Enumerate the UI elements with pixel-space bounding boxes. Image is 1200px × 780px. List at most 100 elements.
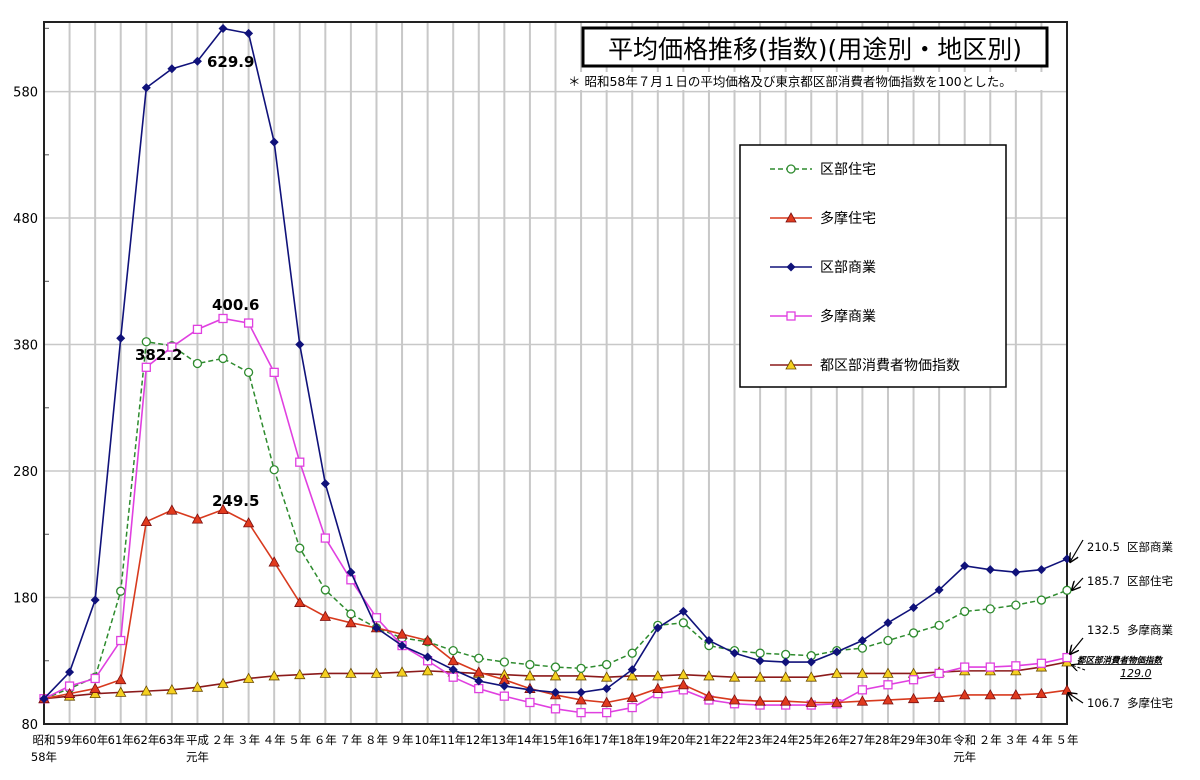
data-point-circle bbox=[295, 543, 305, 553]
data-point-square bbox=[1036, 658, 1047, 668]
chart-title: 平均価格推移(指数)(用途別・地区別) bbox=[608, 35, 1022, 64]
x-tick-label: 22年 bbox=[721, 733, 747, 747]
data-point-square bbox=[269, 367, 279, 378]
data-point-circle bbox=[883, 635, 893, 646]
data-point-triangle bbox=[652, 670, 664, 681]
data-point-triangle bbox=[191, 513, 204, 524]
data-point-circle bbox=[525, 659, 535, 670]
x-tick-label: 18年 bbox=[619, 733, 645, 747]
data-point-square bbox=[525, 697, 535, 708]
x-tick-label-line2: 元年 bbox=[953, 750, 976, 764]
data-point-square bbox=[857, 685, 868, 695]
data-point-triangle bbox=[652, 682, 664, 693]
data-point-triangle bbox=[140, 515, 152, 527]
data-point-triangle bbox=[754, 671, 766, 682]
x-tick-label: 24年 bbox=[773, 733, 799, 747]
end-label-name: 多摩商業 bbox=[1127, 623, 1173, 637]
x-tick-label: ５年 bbox=[1056, 733, 1079, 747]
data-point-triangle bbox=[831, 667, 843, 678]
data-point-circle bbox=[1036, 595, 1047, 605]
data-point-triangle bbox=[1061, 684, 1073, 695]
data-point-circle bbox=[985, 604, 995, 614]
end-label-arrow bbox=[1070, 539, 1084, 562]
data-point-circle bbox=[550, 662, 561, 672]
data-point-triangle bbox=[1010, 689, 1022, 700]
data-point-circle bbox=[116, 586, 126, 596]
data-point-diamond bbox=[755, 656, 765, 666]
data-point-triangle bbox=[396, 666, 408, 677]
data-point-circle bbox=[934, 620, 944, 630]
data-point-diamond bbox=[295, 340, 305, 350]
subtitle-bg bbox=[566, 72, 1054, 90]
data-point-triangle bbox=[703, 690, 715, 701]
data-point-circle bbox=[781, 649, 791, 660]
cpi-end-label-name: 都区部消費者物価指数 bbox=[1077, 655, 1164, 666]
data-point-triangle bbox=[166, 504, 178, 515]
data-point-circle bbox=[141, 337, 151, 347]
x-tick-label: 26年 bbox=[824, 733, 850, 747]
x-tick-label: 令和 bbox=[953, 733, 976, 747]
x-tick-label: 19年 bbox=[645, 733, 671, 747]
data-point-square bbox=[192, 324, 203, 335]
data-point-square bbox=[550, 704, 561, 714]
x-tick-label: 17年 bbox=[594, 733, 620, 747]
x-tick-label-line2: 元年 bbox=[186, 750, 209, 764]
legend-label: 多摩商業 bbox=[820, 308, 876, 325]
data-point-square bbox=[243, 318, 254, 328]
data-point-square bbox=[116, 635, 126, 646]
data-point-square bbox=[474, 683, 484, 694]
data-point-triangle bbox=[575, 670, 587, 681]
x-tick-label: 25年 bbox=[798, 733, 824, 747]
labels-group: 629.9 400.6 382.2 249.5 210.5 区部商業 185.7 区部住宅 13… bbox=[135, 53, 1173, 710]
data-point-triangle bbox=[600, 696, 613, 707]
x-tick-label: 14年 bbox=[517, 733, 543, 747]
x-tick-label: 16年 bbox=[568, 733, 594, 747]
data-point-square bbox=[141, 362, 151, 372]
data-point-diamond bbox=[320, 479, 330, 489]
end-label-value: 106.7 bbox=[1087, 696, 1120, 710]
data-point-triangle bbox=[319, 667, 332, 678]
data-point-triangle bbox=[856, 667, 869, 678]
x-tick-label: ９年 bbox=[391, 733, 414, 747]
data-point-triangle bbox=[549, 670, 562, 681]
end-label-value: 132.5 bbox=[1087, 623, 1120, 637]
x-tick-label: 11年 bbox=[440, 733, 466, 747]
data-point-diamond bbox=[244, 28, 254, 38]
x-tick-label: 20年 bbox=[670, 733, 696, 747]
x-tick-label: 10年 bbox=[415, 733, 441, 747]
data-point-diamond bbox=[781, 657, 791, 667]
data-point-diamond bbox=[116, 333, 126, 343]
data-point-square bbox=[448, 672, 458, 682]
x-tick-label: ３年 bbox=[1004, 733, 1027, 747]
data-point-triangle bbox=[703, 670, 715, 681]
x-tick-label: 昭和 bbox=[33, 733, 56, 747]
data-point-triangle bbox=[785, 359, 797, 370]
data-point-triangle bbox=[882, 667, 894, 678]
end-label-value: 185.7 bbox=[1087, 574, 1120, 588]
data-point-triangle bbox=[677, 668, 690, 680]
data-point-diamond bbox=[576, 687, 586, 697]
end-label-arrow bbox=[1072, 665, 1086, 670]
peak-annotation: 382.2 bbox=[135, 346, 182, 364]
data-point-diamond bbox=[883, 618, 893, 628]
data-point-circle bbox=[627, 648, 637, 658]
data-point-diamond bbox=[786, 262, 796, 272]
data-point-diamond bbox=[65, 667, 75, 677]
data-point-square bbox=[1011, 661, 1021, 671]
data-point-square bbox=[627, 702, 637, 713]
data-point-circle bbox=[1062, 585, 1072, 595]
data-point-circle bbox=[448, 645, 458, 656]
x-tick-label: 61年 bbox=[108, 733, 134, 747]
data-point-diamond bbox=[985, 565, 995, 575]
data-point-diamond bbox=[423, 652, 433, 662]
data-point-triangle bbox=[115, 673, 127, 685]
data-point-triangle bbox=[191, 681, 204, 692]
data-point-triangle bbox=[447, 654, 459, 666]
x-tick-label: ４年 bbox=[263, 733, 286, 747]
data-point-triangle bbox=[294, 668, 306, 680]
data-point-square bbox=[934, 668, 944, 679]
data-point-diamond bbox=[167, 64, 177, 74]
x-tick-label: 27年 bbox=[849, 733, 875, 747]
data-point-circle bbox=[346, 609, 356, 619]
data-point-triangle bbox=[370, 667, 383, 678]
